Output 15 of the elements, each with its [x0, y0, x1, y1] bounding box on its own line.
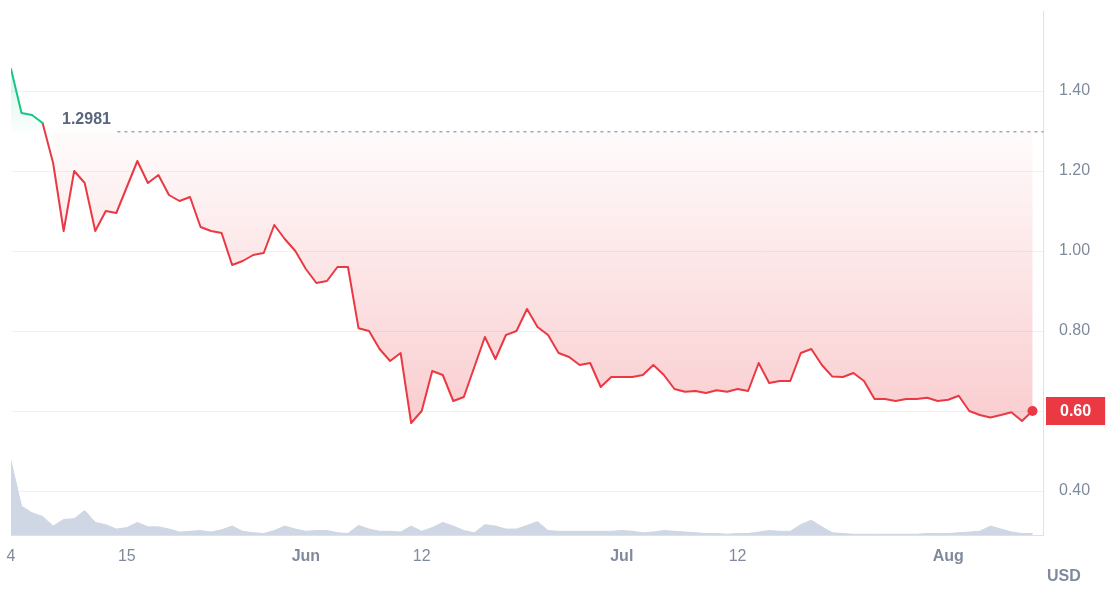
y-tick-label: 1.40 — [1059, 81, 1091, 99]
x-tick-label: 15 — [117, 547, 136, 565]
y-axis-title: USD — [1047, 567, 1081, 585]
x-tick-label: 12 — [728, 547, 747, 565]
y-tick-label: 0.80 — [1059, 321, 1091, 339]
y-tick-label: 1.00 — [1059, 241, 1091, 259]
x-tick-label: Aug — [932, 547, 964, 565]
ref-line-label: 1.2981 — [62, 110, 112, 128]
x-tick-label: Jun — [291, 547, 321, 565]
y-tick-label: 1.20 — [1059, 161, 1091, 179]
x-tick-label: 12 — [412, 547, 431, 565]
x-tick-label: Jul — [610, 547, 634, 565]
annotation: 0.60 — [1060, 402, 1092, 420]
x-tick-label: 4 — [6, 547, 16, 565]
y-tick-label: 0.40 — [1059, 481, 1091, 499]
